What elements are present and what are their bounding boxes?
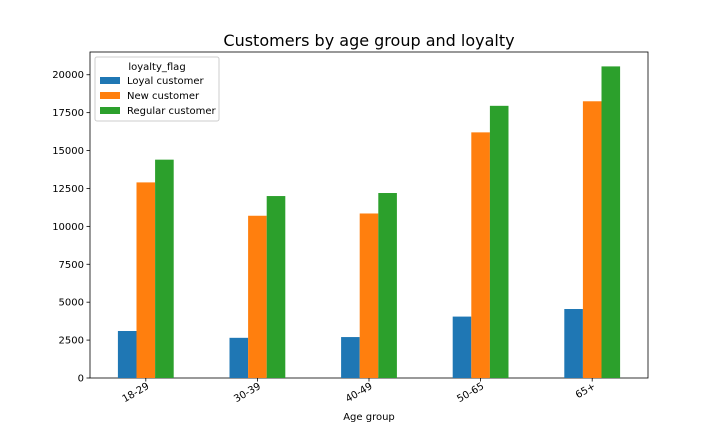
legend-label: New customer	[127, 91, 200, 102]
bar-new-customer-30-39	[248, 215, 267, 378]
x-tick-label: 18-29	[121, 381, 152, 405]
legend-label: Loyal customer	[127, 76, 204, 87]
legend-swatch	[100, 77, 120, 84]
bar-loyal-customer-50-65	[452, 316, 472, 378]
bar-new-customer-18-29	[136, 182, 156, 378]
legend-swatch	[100, 92, 120, 99]
bar-new-customer-50-65	[471, 132, 490, 378]
x-tick-label: 65+	[574, 381, 598, 401]
legend-items: Loyal customer New customer Regular custom…	[100, 76, 217, 117]
bar-loyal-customer-18-29	[117, 330, 137, 378]
bar-loyal-customer-40-49	[341, 337, 360, 378]
y-tick-label: 7500	[59, 260, 84, 271]
legend-frame	[94, 56, 220, 122]
y-tick-label: 2500	[59, 336, 84, 347]
chart-title: Customers by age group and loyalty	[223, 31, 514, 50]
y-tick-label: 15000	[52, 146, 84, 157]
legend: loyalty_flag Loyal customer New customer R…	[94, 56, 220, 122]
bar-loyal-customer-30-39	[229, 337, 249, 378]
y-tick-label: 17500	[52, 108, 84, 119]
bar-new-customer-65+	[582, 101, 602, 379]
y-tick-label: 10000	[52, 222, 84, 233]
legend-label: Regular customer	[127, 106, 217, 117]
legend-swatch	[100, 107, 120, 114]
y-tick-label: 12500	[52, 184, 84, 195]
bar-regular-customer-30-39	[266, 196, 286, 378]
x-axis-title: Age group	[343, 412, 395, 423]
legend-title: loyalty_flag	[128, 62, 185, 73]
y-tick-label: 0	[78, 374, 84, 385]
x-tick-label: 40-49	[344, 381, 375, 405]
x-axis: 18-29 30-39 40-49 50-65 65+	[121, 378, 598, 405]
bar-new-customer-40-49	[359, 213, 379, 378]
x-tick-label: 30-39	[232, 381, 263, 405]
y-tick-label: 20000	[52, 70, 84, 81]
bar-regular-customer-50-65	[489, 105, 509, 378]
bar-regular-customer-65+	[601, 66, 621, 378]
bar-loyal-customer-65+	[564, 309, 583, 378]
y-axis: 0 2500 5000 7500 10000 12500 15000 17500 20000	[52, 70, 90, 385]
y-tick-label: 5000	[59, 298, 84, 309]
bar-regular-customer-40-49	[378, 193, 397, 378]
bars	[117, 66, 621, 379]
bar-regular-customer-18-29	[155, 159, 174, 378]
plot-area	[89, 51, 649, 379]
x-tick-label: 50-65	[455, 381, 486, 405]
